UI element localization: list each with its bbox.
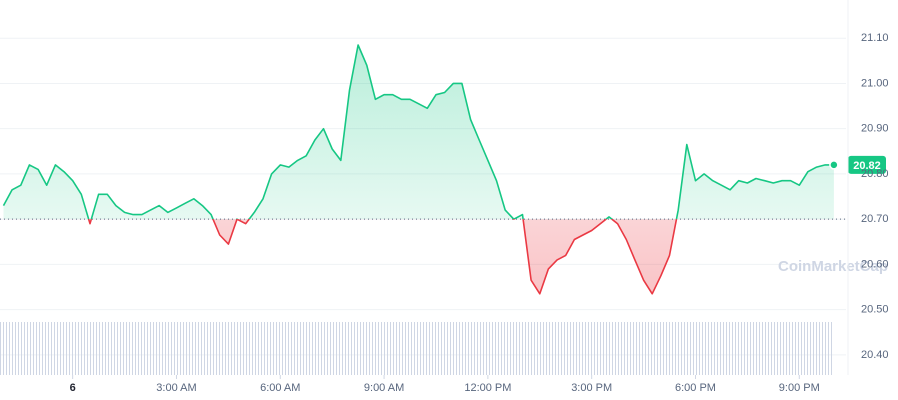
- x-tick-label: 6: [70, 382, 76, 394]
- area-down: [3, 219, 834, 294]
- last-point: [829, 160, 839, 170]
- y-tick-label: 20.50: [861, 304, 889, 316]
- plot: 20.82: [0, 44, 886, 295]
- x-tick-label: 3:00 PM: [571, 382, 612, 394]
- y-tick-label: 20.60: [861, 258, 889, 270]
- y-tick-label: 20.90: [861, 123, 889, 135]
- x-tick-label: 9:00 AM: [364, 382, 404, 394]
- y-tick-label: 21.10: [861, 32, 889, 44]
- axes: 20.40 20.50 20.60 20.70 20.80 20.90 21.00 21.10…: [70, 0, 889, 394]
- x-tick-label: 6:00 AM: [260, 382, 300, 394]
- price-line-up: [2, 44, 834, 220]
- x-tick-label: 12:00 PM: [464, 382, 511, 394]
- area-up: [3, 45, 834, 220]
- y-tick-label: 21.00: [861, 77, 889, 89]
- watermark: CoinMarketCap: [778, 258, 888, 275]
- y-tick-label: 20.80: [861, 168, 889, 180]
- x-tick-label: 6:00 PM: [675, 382, 716, 394]
- price-label: 20.82: [853, 160, 881, 172]
- y-tick-label: 20.70: [861, 213, 889, 225]
- x-tick-label: 3:00 AM: [156, 382, 196, 394]
- price-badge: [848, 155, 886, 174]
- x-tick-label: 9:00 PM: [779, 382, 820, 394]
- volume-bars: [0, 322, 834, 375]
- y-tick-label: 20.40: [861, 349, 889, 361]
